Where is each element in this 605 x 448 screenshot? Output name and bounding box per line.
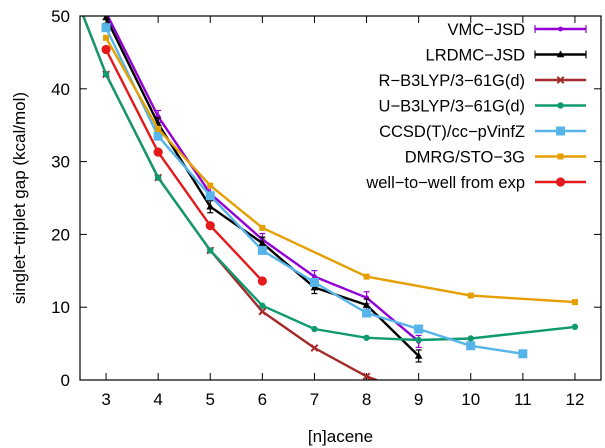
x-tick-label: 10	[461, 390, 480, 409]
data-point	[257, 276, 267, 286]
data-point	[103, 34, 110, 41]
data-point	[101, 23, 111, 33]
legend-entry: R−B3LYP/3−61G(d)	[379, 72, 586, 90]
y-tick-label: 40	[51, 80, 70, 99]
data-point	[102, 71, 110, 78]
x-tick-label: 7	[310, 390, 319, 409]
data-point	[363, 334, 370, 341]
data-point	[557, 153, 564, 160]
legend-entry: DMRG/STO−3G	[405, 149, 586, 167]
ticks: 3 4 5 6 7 8 9 10 11 12 0 10 20 30 40 50	[51, 7, 601, 409]
x-tick-label: 9	[414, 390, 423, 409]
data-point	[363, 273, 370, 280]
y-axis-label: singlet−triplet gap (kcal/mol)	[10, 92, 29, 304]
data-point	[557, 102, 564, 109]
data-point	[414, 351, 423, 359]
data-point	[362, 308, 372, 318]
data-point	[259, 224, 266, 231]
y-tick-label: 20	[51, 225, 70, 244]
data-point	[558, 26, 563, 32]
plot-frame	[79, 15, 602, 381]
legend-entry: LRDMC−JSD	[426, 47, 587, 65]
legend: VMC−JSD LRDMC−JSD R−B3LYP/3−61G(d) U−B3LYP/…	[365, 21, 587, 192]
legend-entry: U−B3LYP/3−61G(d)	[379, 98, 586, 116]
data-point	[311, 325, 318, 333]
data-point	[101, 44, 111, 55]
data-point	[466, 341, 476, 351]
series-line	[104, 48, 264, 282]
data-point	[362, 301, 371, 308]
x-tick-label: 8	[362, 390, 371, 409]
legend-label: LRDMC−JSD	[426, 47, 526, 65]
y-tick-label: 10	[51, 298, 70, 317]
data-point	[205, 191, 215, 201]
series-5	[103, 34, 578, 306]
legend-label: VMC−JSD	[448, 21, 526, 39]
x-tick-label: 5	[206, 390, 215, 409]
data-point	[259, 302, 266, 309]
legend-label: well−to−well from exp	[365, 174, 525, 192]
legend-entry: CCSD(T)/cc−pVinfZ	[379, 123, 586, 141]
data-point	[153, 131, 163, 141]
x-tick-label: 4	[153, 390, 162, 409]
data-point	[467, 335, 474, 342]
legend-label: U−B3LYP/3−61G(d)	[379, 98, 525, 116]
data-point	[153, 147, 163, 157]
data-point	[518, 349, 528, 359]
data-point	[312, 274, 317, 280]
data-point	[206, 202, 215, 210]
data-point	[207, 247, 214, 254]
series-6	[101, 44, 267, 286]
x-tick-label: 3	[101, 390, 110, 409]
data-point	[207, 182, 214, 189]
data-point	[571, 299, 578, 306]
data-point	[362, 372, 371, 380]
data-point	[555, 177, 566, 187]
x-axis-label: [n]acene	[308, 427, 373, 446]
data-point	[309, 277, 319, 287]
y-tick-label: 0	[61, 371, 70, 390]
series-line	[82, 16, 576, 342]
series-layer	[82, 16, 579, 380]
data-point	[415, 336, 422, 344]
data-point	[257, 245, 267, 255]
data-point	[258, 307, 267, 316]
y-tick-label: 50	[51, 7, 70, 26]
legend-entry: well−to−well from exp	[365, 174, 586, 192]
data-point	[556, 126, 565, 136]
x-tick-label: 12	[565, 390, 584, 409]
data-point	[258, 239, 267, 246]
legend-label: DMRG/STO−3G	[405, 149, 525, 167]
series-3	[82, 16, 579, 344]
series-4	[101, 23, 528, 359]
data-point	[205, 221, 215, 231]
x-tick-label: 6	[258, 390, 267, 409]
legend-label: R−B3LYP/3−61G(d)	[379, 72, 525, 90]
data-point	[571, 323, 579, 331]
legend-label: CCSD(T)/cc−pVinfZ	[379, 123, 525, 141]
data-point	[467, 292, 474, 299]
data-point	[310, 344, 319, 352]
data-point	[102, 16, 110, 21]
data-point	[414, 324, 424, 334]
x-tick-label: 11	[514, 390, 532, 409]
legend-entry: VMC−JSD	[448, 21, 587, 39]
data-point	[556, 50, 565, 58]
data-point	[154, 174, 162, 181]
data-point	[155, 125, 162, 132]
y-tick-label: 30	[51, 153, 70, 172]
data-point	[556, 76, 565, 84]
